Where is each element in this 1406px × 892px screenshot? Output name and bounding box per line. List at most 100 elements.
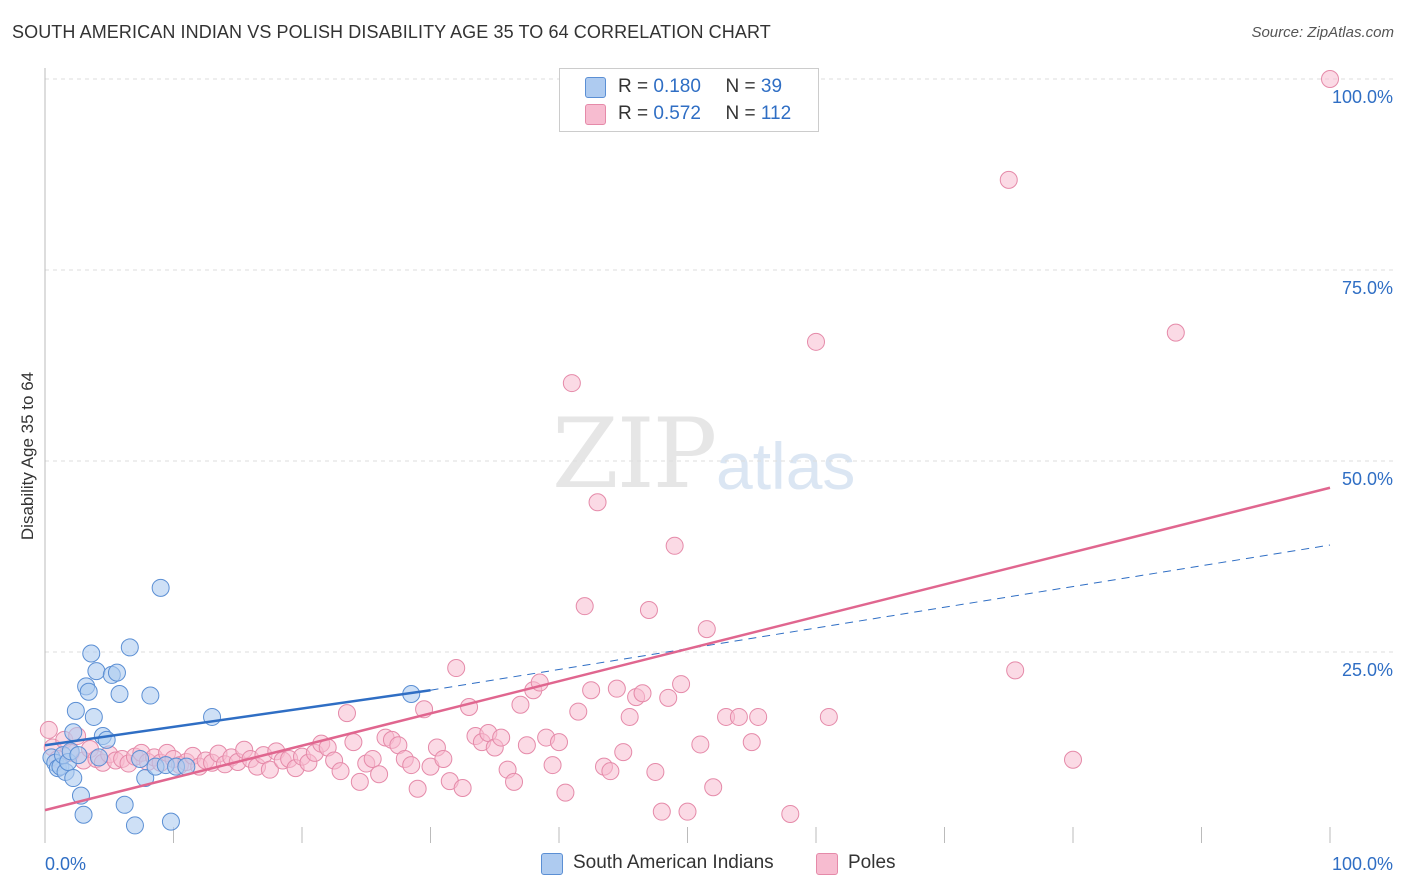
poles-point	[363, 749, 382, 768]
legend-n-value: 39	[760, 76, 783, 97]
poles-point	[633, 684, 652, 703]
stats-legend: R = 0.180 N = 39 R = 0.572 N = 112	[559, 68, 819, 132]
south-american-indians-point	[161, 812, 180, 831]
poles-point	[704, 778, 723, 797]
x-tick-label: 0.0%	[45, 854, 86, 874]
poles-point	[543, 756, 562, 775]
poles-point	[344, 733, 363, 752]
poles-point	[1006, 661, 1025, 680]
south-american-indians-point	[151, 578, 170, 597]
poles-point	[819, 707, 838, 726]
poles-point	[505, 772, 524, 791]
poles-point	[511, 695, 530, 714]
poles-point	[575, 597, 594, 616]
poles-point	[434, 749, 453, 768]
poles-point	[588, 493, 607, 512]
poles-point	[781, 804, 800, 823]
south-american-indians-point	[97, 730, 116, 749]
south-american-indians-point	[89, 748, 108, 767]
poles-point	[517, 736, 536, 755]
y-tick-label: 50.0%	[1342, 469, 1393, 489]
pink-trend-line	[44, 486, 1331, 812]
poles-point	[562, 374, 581, 393]
watermark-zip: ZIP	[552, 398, 717, 510]
poles-point	[614, 743, 633, 762]
legend-r-value: 0.180	[653, 76, 701, 97]
legend-r-value: 0.572	[653, 103, 701, 124]
south-american-indians-point	[141, 686, 160, 705]
poles-point	[697, 620, 716, 639]
south-american-indians-point	[69, 746, 88, 765]
poles-point	[337, 704, 356, 723]
south-american-indians-point	[131, 749, 150, 768]
south-american-indians-point	[79, 682, 98, 701]
blue-trend-line	[44, 688, 431, 747]
poles-point	[729, 707, 748, 726]
chart-title: SOUTH AMERICAN INDIAN VS POLISH DISABILI…	[12, 22, 771, 42]
tick-labels: 25.0% 50.0% 75.0% 100.0% 0.0% 100.0%	[45, 87, 1393, 874]
poles-point	[639, 600, 658, 619]
poles-point	[652, 802, 671, 821]
poles-point	[1321, 70, 1339, 88]
bottom-legend-label: South American Indians	[573, 852, 774, 873]
legend-n-value: 112	[760, 103, 792, 124]
poles-point	[999, 170, 1018, 189]
south-american-indians-point	[82, 644, 101, 663]
legend-n-label: N =	[725, 76, 756, 97]
poles-point	[492, 728, 511, 747]
poles-point	[1064, 750, 1082, 769]
poles-point	[370, 765, 389, 784]
poles-point	[807, 332, 825, 351]
pink-swatch-icon	[816, 853, 838, 875]
axes	[44, 68, 1331, 843]
poles-point	[550, 733, 568, 752]
y-tick-label: 100.0%	[1332, 87, 1393, 107]
blue-swatch-icon	[585, 77, 606, 98]
y-tick-label: 25.0%	[1342, 660, 1393, 680]
legend-r-label: R =	[618, 76, 649, 97]
poles-point	[672, 675, 691, 694]
grid-lines	[45, 78, 1395, 653]
blue-trend-dashed	[430, 544, 1331, 691]
poles-point	[408, 779, 427, 798]
south-american-indians-point	[64, 769, 83, 788]
bottom-legend-label: Poles	[848, 852, 896, 873]
south-american-indians-point	[136, 769, 155, 788]
south-american-indians-point	[74, 805, 93, 824]
south-american-indians-point	[107, 663, 126, 682]
poles-point	[601, 762, 620, 781]
south-american-indians-point	[87, 662, 106, 681]
poles-point	[39, 720, 58, 739]
poles-point	[678, 802, 697, 821]
legend-r-label: R =	[618, 103, 649, 124]
poles-point	[1166, 323, 1185, 342]
legend-n-label: N =	[725, 103, 756, 124]
poles-point	[691, 735, 710, 754]
poles-point	[569, 702, 588, 721]
south-american-indians-point	[120, 638, 139, 657]
poles-point	[402, 756, 421, 775]
pink-swatch-icon	[585, 104, 606, 125]
x-tick-label: 100.0%	[1332, 854, 1393, 874]
poles-point	[582, 681, 601, 700]
poles-point	[350, 772, 369, 791]
south-american-indians-point	[84, 707, 103, 726]
poles-point	[260, 760, 279, 779]
poles-point	[331, 762, 350, 781]
poles-point	[620, 707, 639, 726]
watermark-atlas: atlas	[716, 429, 856, 503]
south-american-indians-point	[115, 795, 134, 814]
y-tick-label: 75.0%	[1342, 278, 1393, 298]
poles-point	[646, 762, 665, 781]
poles-point	[665, 536, 684, 555]
poles-point	[659, 688, 678, 707]
poles-point	[556, 783, 575, 802]
poles-point	[453, 778, 472, 797]
poles-points	[39, 70, 1339, 823]
south-american-indians-point	[125, 816, 144, 835]
trend-lines	[44, 486, 1331, 812]
poles-point	[742, 733, 761, 752]
poles-point	[607, 679, 626, 698]
south-american-indians-point	[110, 685, 129, 704]
